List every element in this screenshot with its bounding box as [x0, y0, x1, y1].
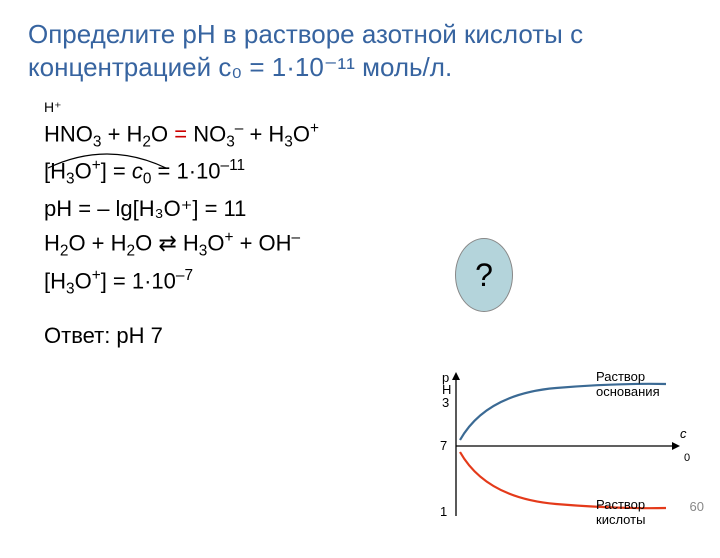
txt: +	[92, 267, 101, 284]
txt: ] = 1·10	[101, 268, 176, 293]
bond-arc	[43, 146, 171, 170]
ytick-7: 7	[440, 438, 447, 453]
base-curve-label: Раствор основания	[596, 370, 686, 400]
txt: O	[293, 121, 310, 146]
x-axis-sub: 0	[684, 452, 690, 464]
txt: H	[44, 230, 60, 255]
question-bubble: ?	[455, 238, 513, 312]
txt: 2	[127, 243, 136, 260]
txt: 3	[284, 133, 293, 150]
y-axis-label: p H 3	[442, 372, 451, 409]
txt: –7	[176, 267, 193, 284]
equation-3: pH = – lg[H₃O⁺] = 11	[44, 192, 720, 226]
txt: NO	[187, 121, 226, 146]
txt: + H	[101, 121, 142, 146]
answer: Ответ: рН 7	[44, 319, 720, 353]
txt: 3	[66, 280, 75, 297]
txt: [H	[44, 268, 66, 293]
txt: + H	[243, 121, 284, 146]
h-plus-label: H⁺	[44, 97, 720, 119]
equation-block: H⁺ HNO3 + H2O = NO3– + H3O+ [H3O+] = c0 …	[44, 97, 720, 353]
txt: O	[207, 230, 224, 255]
txt: HNO	[44, 121, 93, 146]
txt: +	[310, 120, 319, 137]
txt: O ⇄ H	[135, 230, 199, 255]
txt: =	[174, 121, 187, 146]
slide-title: Определите рН в растворе азотной кислоты…	[28, 18, 692, 83]
equation-5: [H3O+] = 1·10–7	[44, 264, 720, 302]
txt: –11	[221, 157, 246, 174]
txt: O + H	[68, 230, 126, 255]
slide-number: 60	[690, 499, 704, 514]
txt: 3	[442, 397, 451, 409]
txt: –	[292, 229, 301, 246]
txt: 3	[226, 133, 235, 150]
txt: c	[680, 426, 687, 441]
txt: O	[151, 121, 174, 146]
x-axis-label: c	[680, 426, 687, 441]
txt: + OH	[233, 230, 291, 255]
txt: O	[75, 268, 92, 293]
txt: 3	[66, 171, 75, 188]
ph-chart: p H 3 7 1 c 0 Раствор основания Раствор …	[416, 366, 706, 536]
ytick-1: 1	[440, 504, 447, 519]
acid-curve-label: Раствор кислоты	[596, 498, 686, 528]
equation-4: H2O + H2O ⇄ H3O+ + OH–	[44, 226, 720, 264]
